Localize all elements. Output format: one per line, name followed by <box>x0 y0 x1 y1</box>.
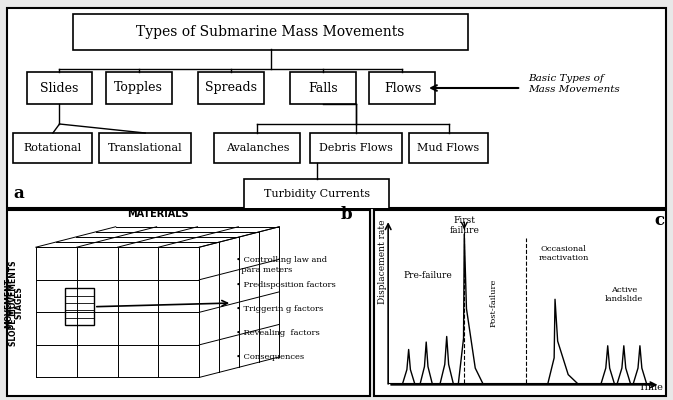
Text: Post-failure: Post-failure <box>489 279 497 327</box>
FancyBboxPatch shape <box>310 133 402 163</box>
Text: Mud Flows: Mud Flows <box>417 143 480 153</box>
Text: MATERIALS: MATERIALS <box>127 209 188 219</box>
FancyBboxPatch shape <box>26 72 92 104</box>
Text: c: c <box>655 212 665 229</box>
Text: Basic Types of
Mass Movements: Basic Types of Mass Movements <box>528 74 620 94</box>
Text: Debris Flows: Debris Flows <box>320 143 393 153</box>
Text: Falls: Falls <box>308 82 338 94</box>
Text: SLOPE MOVEMENTS: SLOPE MOVEMENTS <box>9 260 18 346</box>
FancyBboxPatch shape <box>409 133 488 163</box>
Text: a: a <box>13 185 24 202</box>
Text: Spreads: Spreads <box>205 82 257 94</box>
FancyBboxPatch shape <box>369 72 435 104</box>
Text: • Consequences: • Consequences <box>236 353 304 361</box>
Text: Pre-failure: Pre-failure <box>403 270 452 280</box>
FancyBboxPatch shape <box>198 72 264 104</box>
Text: • Triggerin g factors: • Triggerin g factors <box>236 305 323 313</box>
Text: Turbidity Currents: Turbidity Currents <box>264 189 369 199</box>
Text: Time: Time <box>639 383 664 392</box>
FancyBboxPatch shape <box>13 133 92 163</box>
Text: Avalanches: Avalanches <box>225 143 289 153</box>
FancyBboxPatch shape <box>7 210 370 396</box>
FancyBboxPatch shape <box>7 8 666 208</box>
FancyBboxPatch shape <box>106 72 172 104</box>
FancyBboxPatch shape <box>215 133 300 163</box>
Text: Displacement rate: Displacement rate <box>378 219 387 304</box>
FancyBboxPatch shape <box>290 72 356 104</box>
Text: Occasional
reactivation: Occasional reactivation <box>538 245 589 262</box>
Text: Rotational: Rotational <box>24 143 82 153</box>
Text: MOVEMENT
STAGES: MOVEMENT STAGES <box>4 278 24 328</box>
Text: Translational: Translational <box>108 143 182 153</box>
FancyBboxPatch shape <box>244 179 389 209</box>
Text: Slides: Slides <box>40 82 79 94</box>
FancyBboxPatch shape <box>374 210 666 396</box>
Text: Topples: Topples <box>114 82 163 94</box>
FancyBboxPatch shape <box>73 14 468 50</box>
Text: b: b <box>341 206 353 223</box>
Text: • Revealing  factors: • Revealing factors <box>236 329 320 337</box>
Text: Active
landslide: Active landslide <box>605 286 643 303</box>
FancyBboxPatch shape <box>65 288 94 325</box>
Text: • Predisposition factors: • Predisposition factors <box>236 281 335 289</box>
Text: Types of Submarine Mass Movements: Types of Submarine Mass Movements <box>137 25 404 39</box>
Text: • Controlling law and
  para meters: • Controlling law and para meters <box>236 256 327 274</box>
Text: First
failure: First failure <box>450 216 479 235</box>
Text: Flows: Flows <box>384 82 421 94</box>
FancyBboxPatch shape <box>99 133 191 163</box>
